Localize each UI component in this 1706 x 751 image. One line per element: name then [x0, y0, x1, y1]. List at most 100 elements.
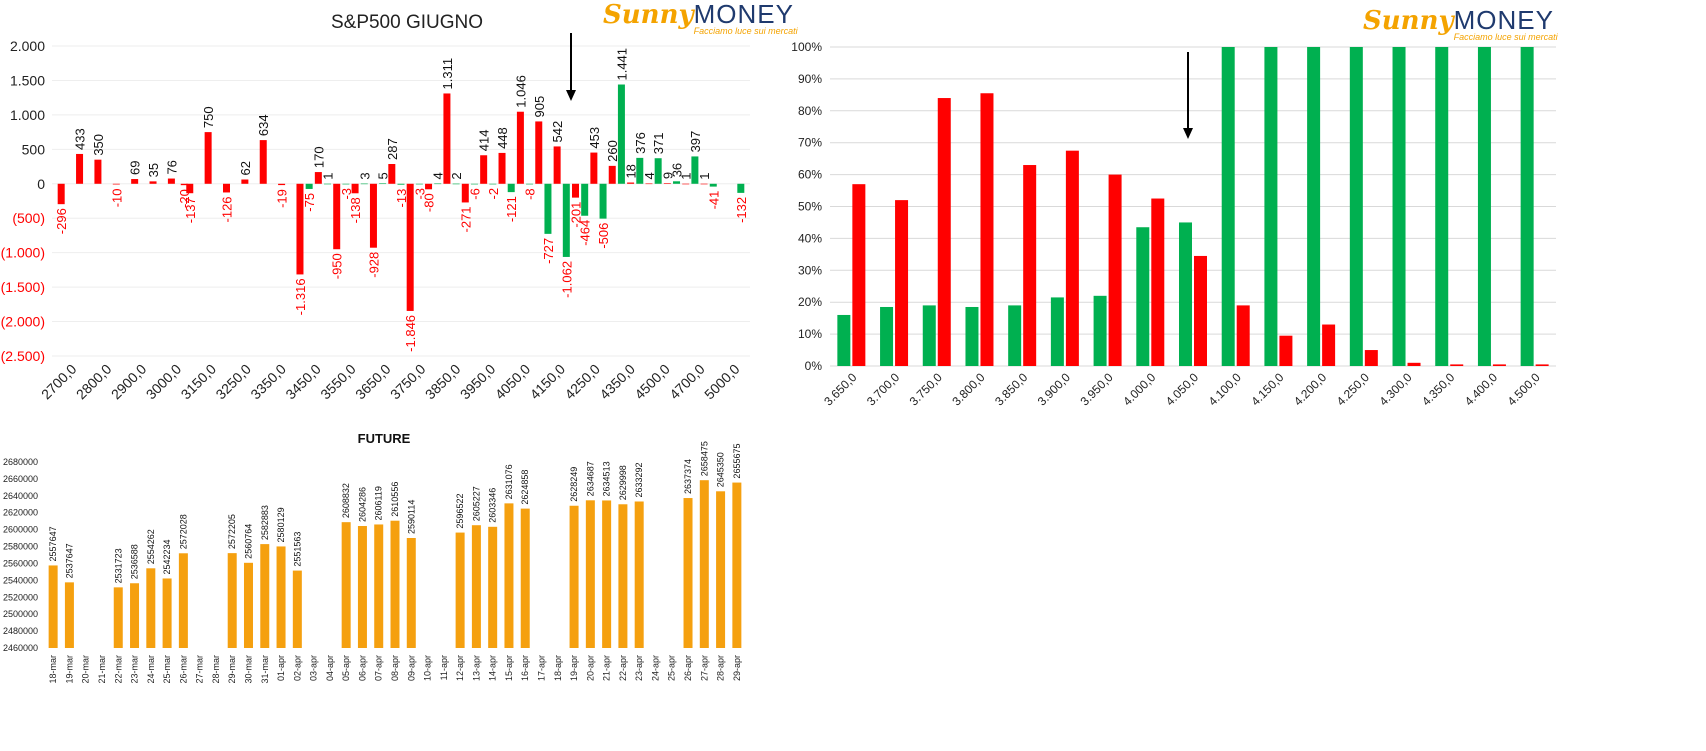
- data-label: 2634687: [585, 461, 595, 496]
- bar: [260, 544, 270, 648]
- x-tick-label: 10-apr: [423, 655, 433, 681]
- data-label: 1: [697, 172, 712, 179]
- data-label: 2628249: [569, 467, 579, 502]
- bar: [634, 501, 644, 648]
- x-tick-label: 20-apr: [585, 655, 595, 681]
- data-label: 2604286: [357, 487, 367, 522]
- bar: [590, 152, 598, 184]
- x-tick-label: 12-apr: [455, 655, 465, 681]
- x-tick-label: 21-apr: [602, 655, 612, 681]
- bar: [709, 183, 717, 187]
- bar: [682, 183, 690, 185]
- x-tick-label: 13-apr: [471, 655, 481, 681]
- x-tick-label: 4.000,0: [1120, 370, 1158, 408]
- bar: [369, 183, 377, 248]
- logo-left: Sunny MONEY Facciamo luce sui mercati: [603, 1, 798, 36]
- red-bar: [1364, 350, 1378, 366]
- bar: [663, 183, 671, 184]
- x-tick-label: 29-apr: [732, 655, 742, 681]
- y-tick-label: 500: [22, 141, 46, 157]
- bar: [314, 172, 322, 184]
- x-tick-label: 11-apr: [439, 655, 449, 680]
- green-bar: [1221, 47, 1235, 366]
- bar: [64, 582, 74, 648]
- data-label: 1: [321, 172, 336, 179]
- data-label: -3: [412, 188, 427, 200]
- data-label: 905: [532, 96, 547, 118]
- y-tick-label: 2680000: [3, 457, 38, 467]
- data-label: 2531723: [113, 548, 123, 583]
- bar: [507, 183, 515, 193]
- x-tick-label: 3750,0: [387, 361, 429, 403]
- data-label: 36: [670, 163, 685, 177]
- bar: [636, 157, 644, 184]
- data-label: 453: [587, 127, 602, 149]
- x-tick-label: 3250,0: [212, 361, 254, 403]
- data-label: 1.046: [513, 75, 528, 108]
- x-tick-label: 4.200,0: [1291, 370, 1329, 408]
- y-tick-label: 2620000: [3, 508, 38, 518]
- x-tick-label: 05-apr: [341, 655, 351, 681]
- bar: [341, 522, 351, 648]
- bar: [178, 553, 188, 648]
- x-tick-label: 03-apr: [309, 655, 319, 681]
- green-bar: [880, 306, 894, 366]
- data-label: 170: [311, 146, 326, 168]
- x-tick-label: 3150,0: [178, 361, 220, 403]
- bar: [452, 183, 460, 185]
- data-label: 2610556: [390, 482, 400, 517]
- y-tick-label: 2460000: [3, 643, 38, 653]
- x-tick-label: 28-apr: [716, 655, 726, 681]
- data-label: 2645350: [716, 452, 726, 487]
- x-tick-label: 4700,0: [666, 361, 708, 403]
- bar: [324, 183, 332, 185]
- green-bar: [1136, 227, 1150, 366]
- x-tick-label: 2800,0: [73, 361, 115, 403]
- y-tick-label: 2.000: [10, 38, 45, 54]
- y-tick-label: 2540000: [3, 575, 38, 585]
- bar: [131, 179, 139, 184]
- red-bar: [1535, 364, 1549, 366]
- red-bar: [1236, 305, 1250, 366]
- data-label: 76: [164, 160, 179, 174]
- x-tick-label: 25-mar: [162, 655, 172, 684]
- data-label: 2637374: [683, 459, 693, 494]
- x-tick-label: 21-mar: [97, 655, 107, 684]
- x-tick-label: 27-mar: [195, 655, 205, 684]
- x-tick-label: 2900,0: [108, 361, 150, 403]
- bar: [553, 146, 561, 184]
- bar: [683, 498, 693, 648]
- bar: [654, 158, 662, 184]
- x-tick-label: 3450,0: [282, 361, 324, 403]
- bar: [737, 183, 745, 193]
- data-label: 2634513: [602, 461, 612, 496]
- green-bar: [1179, 222, 1192, 366]
- x-tick-label: 06-apr: [357, 655, 367, 681]
- bar: [716, 491, 726, 648]
- x-tick-label: 02-apr: [292, 655, 302, 681]
- bar: [488, 526, 498, 648]
- data-label: 2658475: [699, 441, 709, 476]
- data-label: 542: [550, 121, 565, 143]
- bar: [434, 183, 442, 185]
- y-tick-label: 100%: [791, 40, 822, 54]
- x-tick-label: 4.400,0: [1462, 370, 1500, 408]
- sp500-chart: S&P500 GIUGNO 2.000 1.500 1.000 500 0 (500) (1.…: [1, 12, 750, 403]
- data-label: -3: [339, 188, 354, 200]
- y-tick-label: 2520000: [3, 592, 38, 602]
- x-tick-label: 4.500,0: [1505, 370, 1543, 408]
- bar: [535, 121, 543, 184]
- bar: [130, 583, 140, 648]
- bar: [498, 152, 506, 184]
- arrow-head: [1183, 128, 1193, 139]
- chart-title: S&P500 GIUGNO: [331, 12, 483, 33]
- bar: [180, 183, 188, 186]
- bar: [732, 482, 742, 648]
- bar: [617, 84, 625, 184]
- x-tick-label: 31-mar: [260, 655, 270, 684]
- y-tick-label: 40%: [798, 231, 822, 245]
- red-bar: [1194, 255, 1207, 366]
- y-tick-label: (1.000): [1, 245, 45, 261]
- x-tick-label: 2700,0: [38, 361, 80, 403]
- bar: [146, 568, 156, 648]
